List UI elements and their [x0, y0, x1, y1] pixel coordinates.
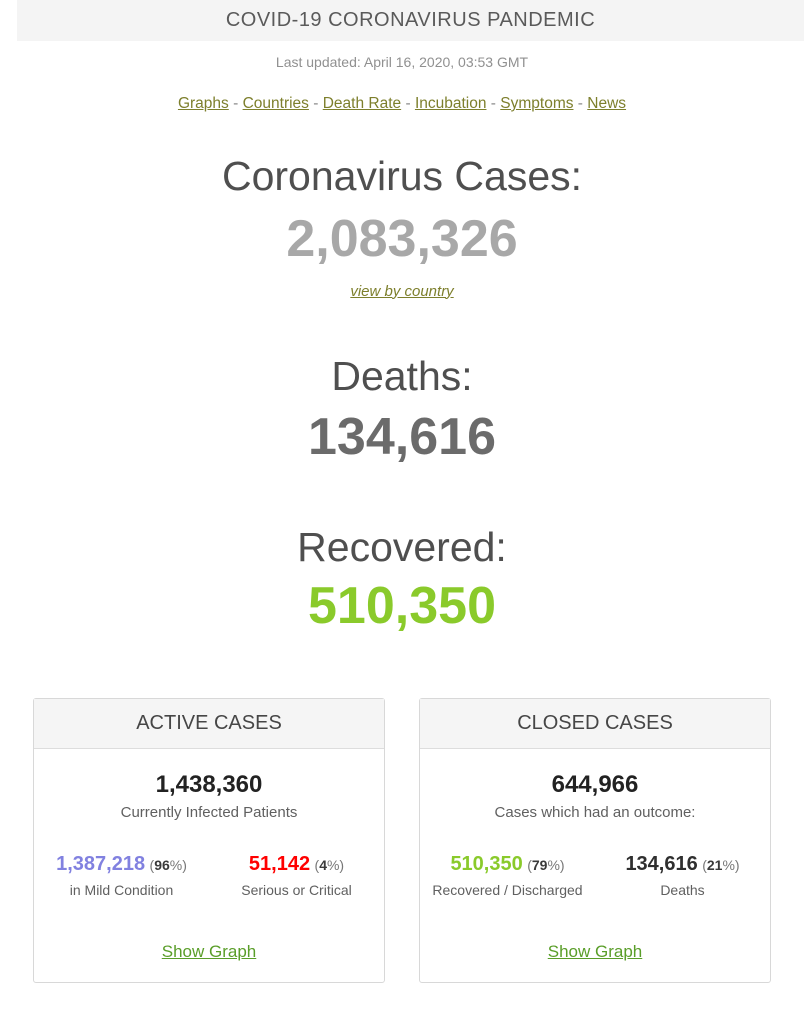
recovered-discharged-number: 510,350 — [450, 852, 523, 875]
recovered-counter: Recovered: 510,350 — [0, 524, 804, 634]
active-cases-total: 1,438,360 — [155, 770, 263, 798]
deaths-outcome-stat: 134,616 (21%) Deaths — [595, 853, 770, 898]
page-title: COVID-19 CORONAVIRUS PANDEMIC — [225, 9, 596, 31]
nav-link-incubation[interactable]: Incubation — [414, 95, 487, 112]
deaths-outcome-label: Deaths — [660, 881, 705, 898]
cases-counter: Coronavirus Cases: 2,083,326 view by cou… — [0, 153, 804, 301]
recovered-number: 510,350 — [308, 577, 496, 636]
nav-separator: - — [233, 95, 239, 112]
closed-cases-panel-title: CLOSED CASES — [420, 698, 770, 749]
serious-critical-stat: 51,142 (4%) Serious or Critical — [209, 853, 384, 898]
nav-link-graphs[interactable]: Graphs — [177, 95, 229, 112]
active-cases-breakdown: 1,387,218 (96%) in Mild Condition 51,142… — [34, 853, 384, 898]
page-header-bar: COVID-19 CORONAVIRUS PANDEMIC — [17, 0, 804, 41]
active-cases-caption: Currently Infected Patients — [120, 803, 298, 821]
recovered-discharged-stat: 510,350 (79%) Recovered / Discharged — [420, 853, 595, 898]
active-cases-panel: ACTIVE CASES 1,438,360 Currently Infecte… — [33, 697, 385, 983]
nav-link-news[interactable]: News — [587, 95, 627, 112]
recovered-discharged-label: Recovered / Discharged — [432, 881, 583, 898]
deaths-outcome-number: 134,616 — [625, 852, 698, 875]
mild-condition-label: in Mild Condition — [69, 881, 174, 898]
nav-separator: - — [313, 95, 319, 112]
closed-cases-total: 644,966 — [551, 770, 639, 798]
top-nav: Graphs - Countries - Death Rate - Incuba… — [0, 95, 804, 113]
serious-critical-percent: (4%) — [314, 856, 345, 873]
nav-link-death-rate[interactable]: Death Rate — [322, 95, 402, 112]
view-by-country-link[interactable]: view by country — [350, 282, 454, 300]
cases-number: 2,083,326 — [286, 210, 518, 268]
mild-condition-stat: 1,387,218 (96%) in Mild Condition — [34, 853, 209, 898]
active-cases-panel-title: ACTIVE CASES — [34, 698, 384, 749]
cases-panels-row: ACTIVE CASES 1,438,360 Currently Infecte… — [0, 697, 804, 983]
mild-condition-number: 1,387,218 — [56, 852, 146, 875]
recovered-discharged-percent: (79%) — [527, 856, 565, 873]
closed-show-graph-link[interactable]: Show Graph — [547, 941, 643, 961]
nav-separator: - — [405, 95, 411, 112]
nav-separator: - — [490, 95, 496, 112]
closed-cases-panel: CLOSED CASES 644,966 Cases which had an … — [419, 697, 771, 983]
deaths-counter: Deaths: 134,616 — [0, 353, 804, 465]
closed-cases-caption: Cases which had an outcome: — [494, 803, 696, 821]
deaths-number: 134,616 — [308, 407, 496, 466]
recovered-heading: Recovered: — [297, 524, 507, 571]
deaths-heading: Deaths: — [331, 352, 473, 399]
last-updated-text: Last updated: April 16, 2020, 03:53 GMT — [275, 54, 529, 70]
deaths-outcome-percent: (21%) — [702, 856, 740, 873]
serious-critical-number: 51,142 — [248, 852, 311, 875]
nav-separator: - — [577, 95, 583, 112]
active-show-graph-link[interactable]: Show Graph — [161, 941, 257, 961]
mild-condition-percent: (96%) — [149, 856, 187, 873]
cases-heading: Coronavirus Cases: — [221, 153, 583, 199]
closed-cases-breakdown: 510,350 (79%) Recovered / Discharged 134… — [420, 853, 770, 898]
nav-link-symptoms[interactable]: Symptoms — [500, 95, 574, 112]
serious-critical-label: Serious or Critical — [241, 881, 352, 898]
nav-link-countries[interactable]: Countries — [242, 95, 309, 112]
